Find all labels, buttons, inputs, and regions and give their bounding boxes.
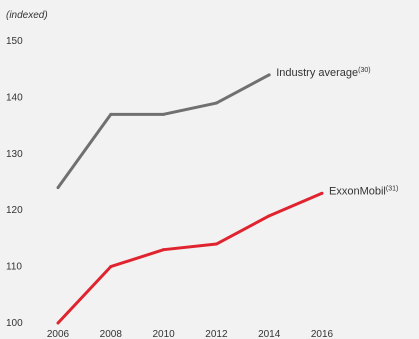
- x-tick-label: 2010: [152, 329, 175, 339]
- data-point: [162, 112, 166, 116]
- data-point: [214, 101, 218, 105]
- y-tick-label: 140: [6, 92, 23, 103]
- x-tick-label: 2008: [100, 329, 123, 339]
- y-tick-label: 110: [6, 262, 22, 273]
- data-point: [56, 186, 60, 190]
- series-footnote: (30): [358, 67, 370, 74]
- x-axis: 2006 2008 2010 2012 2014 2016: [47, 329, 334, 339]
- y-unit-label: (indexed): [6, 10, 48, 21]
- y-tick-label: 100: [6, 318, 23, 329]
- x-tick-label: 2014: [258, 329, 281, 339]
- data-point: [320, 191, 324, 195]
- data-point: [56, 321, 60, 325]
- x-tick-label: 2012: [205, 329, 228, 339]
- data-point: [109, 112, 113, 116]
- y-tick-label: 120: [6, 205, 23, 216]
- x-tick-label: 2006: [47, 329, 70, 339]
- x-tick-label: 2016: [311, 329, 334, 339]
- y-axis: 150 140 130 120 110 100: [6, 36, 23, 329]
- series-line: [56, 191, 323, 325]
- data-point: [109, 265, 113, 269]
- series-group: [56, 73, 324, 325]
- series-name: ExxonMobil: [329, 185, 386, 197]
- legend: Industry average(30) ExxonMobil(31): [276, 67, 398, 197]
- series-label: Industry average(30): [276, 67, 370, 79]
- data-point: [267, 73, 271, 77]
- data-point: [162, 248, 166, 252]
- series-footnote: (31): [386, 185, 398, 192]
- y-tick-label: 150: [6, 36, 23, 47]
- series-name: Industry average: [276, 67, 358, 79]
- y-tick-label: 130: [6, 149, 23, 160]
- series-label: ExxonMobil(31): [329, 185, 398, 197]
- data-point: [267, 214, 271, 218]
- data-point: [214, 242, 218, 246]
- series-line: [56, 73, 270, 189]
